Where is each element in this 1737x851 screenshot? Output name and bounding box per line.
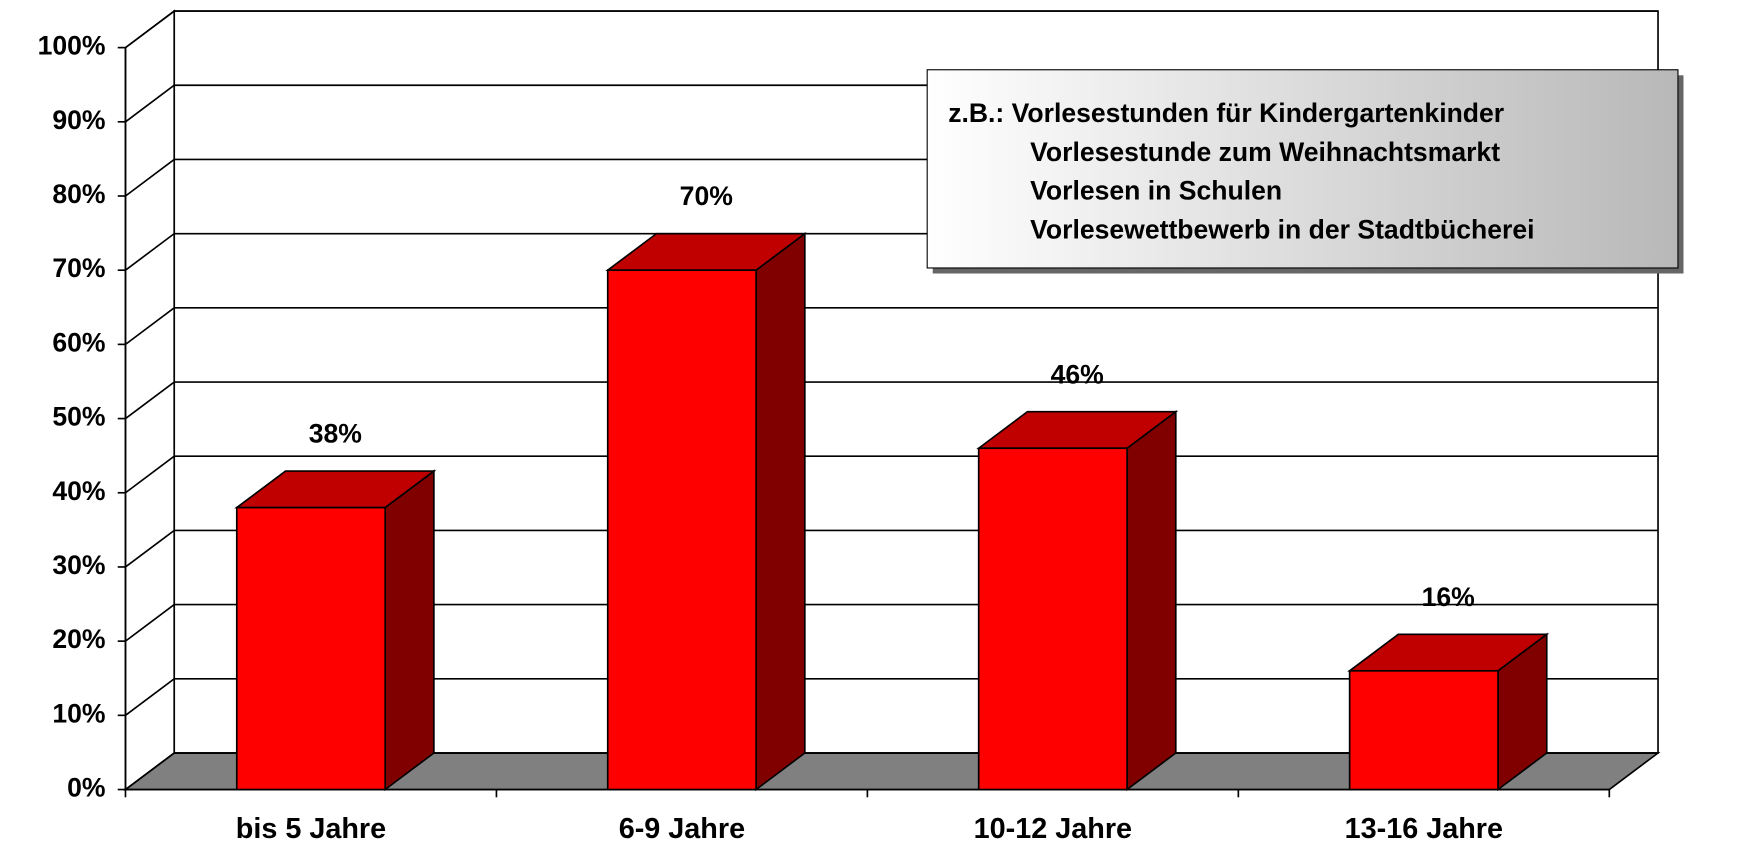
- x-tick-label: 6-9 Jahre: [619, 813, 745, 845]
- y-tick-label: 50%: [52, 402, 105, 432]
- x-tick-label: 10-12 Jahre: [974, 813, 1132, 845]
- y-tick-label: 40%: [52, 476, 105, 506]
- bar-side: [1126, 410, 1177, 792]
- y-tick-label: 90%: [52, 105, 105, 135]
- grid-line: [124, 381, 1659, 420]
- data-label: 46%: [1051, 359, 1104, 389]
- grid-line: [124, 307, 1659, 346]
- y-tick-label: 70%: [52, 253, 105, 283]
- y-tick-label: 10%: [52, 698, 105, 728]
- annotation-line: z.B.: Vorlesestunden für Kindergartenkin…: [948, 98, 1504, 128]
- y-tick-label: 60%: [52, 327, 105, 357]
- bar-side: [384, 469, 435, 792]
- bar: [235, 506, 386, 791]
- data-label: 70%: [680, 181, 733, 211]
- y-tick-label: 0%: [67, 773, 105, 803]
- y-tick-label: 100%: [38, 31, 106, 61]
- y-tick-label: 80%: [52, 179, 105, 209]
- bar: [977, 447, 1128, 791]
- bar-side: [755, 231, 806, 792]
- y-tick-label: 20%: [52, 624, 105, 654]
- x-tick-label: 13-16 Jahre: [1345, 813, 1503, 845]
- annotation-line: Vorlesewettbewerb in der Stadtbücherei: [1030, 214, 1534, 244]
- grid-line: [124, 10, 1659, 49]
- data-label: 16%: [1422, 582, 1475, 612]
- data-label: 38%: [309, 419, 362, 449]
- annotation-line: Vorlesen in Schulen: [1030, 176, 1282, 206]
- annotation-line: Vorlesestunde zum Weihnachtsmarkt: [1030, 137, 1500, 167]
- annotation-box: [926, 69, 1679, 269]
- x-tick-label: bis 5 Jahre: [236, 813, 386, 845]
- bar: [1348, 669, 1499, 791]
- y-tick-label: 30%: [52, 550, 105, 580]
- bar: [606, 269, 757, 791]
